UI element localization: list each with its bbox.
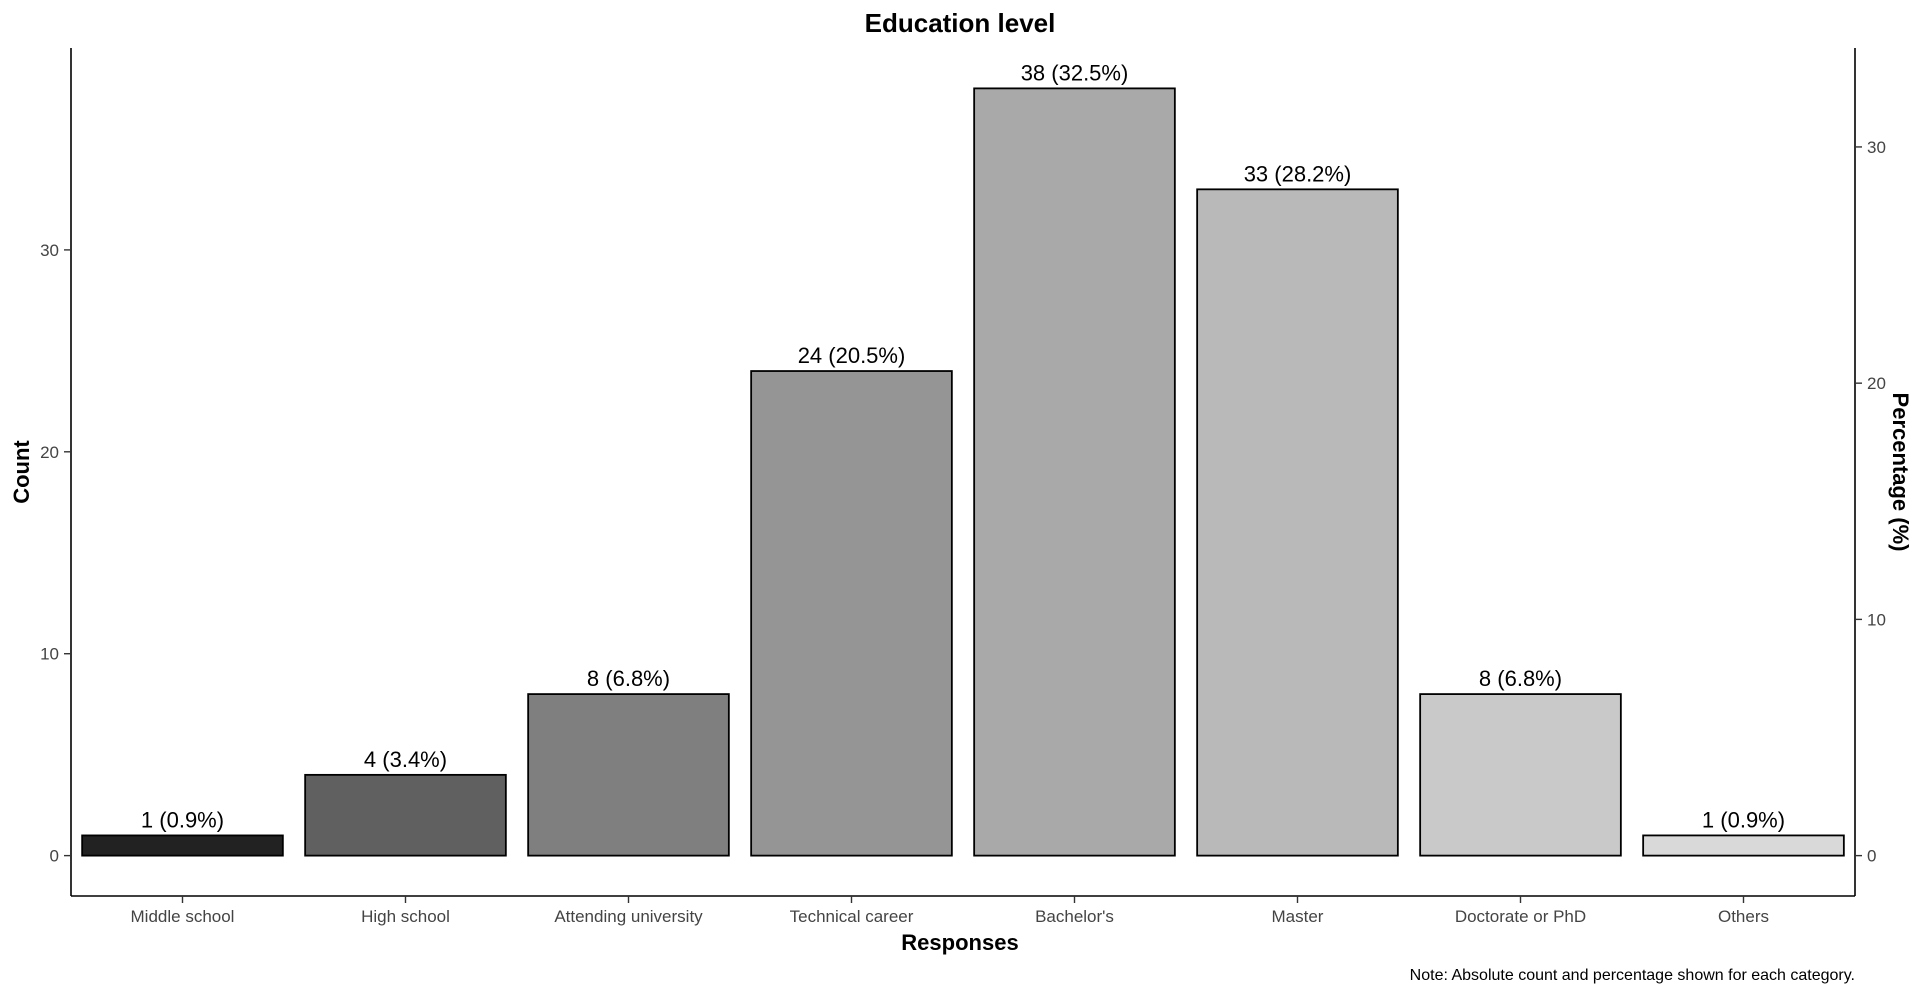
bar-6 — [1419, 693, 1622, 857]
data-label-5: 33 (28.2%) — [1244, 161, 1352, 186]
bar-0 — [81, 834, 284, 857]
chart-note: Note: Absolute count and percentage show… — [1410, 967, 1855, 984]
bar-5 — [1196, 188, 1399, 857]
x-tick-label-6: Doctorate or PhD — [1455, 907, 1586, 926]
bar-2 — [527, 693, 730, 857]
data-label-6: 8 (6.8%) — [1479, 666, 1562, 691]
x-tick-label-0: Middle school — [131, 907, 235, 926]
x-axis-title: Responses — [901, 930, 1018, 955]
bar-7 — [1642, 834, 1845, 857]
x-tick-label-2: Attending university — [554, 907, 703, 926]
x-tick-label-1: High school — [361, 907, 450, 926]
chart-title: Education level — [865, 8, 1056, 38]
y-tick-label-0: 0 — [50, 847, 59, 866]
y2-tick-label-1: 10 — [1867, 610, 1886, 629]
secondary-y-axis-title: Percentage (%) — [1888, 393, 1913, 552]
data-label-0: 1 (0.9%) — [141, 807, 224, 832]
x-tick-label-7: Others — [1718, 907, 1769, 926]
x-tick-label-5: Master — [1272, 907, 1324, 926]
data-label-4: 38 (32.5%) — [1021, 60, 1129, 85]
bar-4 — [973, 87, 1176, 857]
data-label-2: 8 (6.8%) — [587, 666, 670, 691]
y2-tick-label-3: 30 — [1867, 138, 1886, 157]
bar-3 — [750, 370, 953, 857]
x-tick-label-4: Bachelor's — [1035, 907, 1114, 926]
bar-1 — [304, 773, 507, 857]
data-label-3: 24 (20.5%) — [798, 343, 906, 368]
y2-tick-label-2: 20 — [1867, 374, 1886, 393]
data-label-7: 1 (0.9%) — [1702, 807, 1785, 832]
y-tick-label-3: 30 — [40, 241, 59, 260]
y-tick-label-1: 10 — [40, 645, 59, 664]
data-label-1: 4 (3.4%) — [364, 747, 447, 772]
x-tick-label-3: Technical career — [790, 907, 914, 926]
y2-tick-label-0: 0 — [1867, 847, 1876, 866]
y-tick-label-2: 20 — [40, 443, 59, 462]
y-axis-title: Count — [9, 440, 34, 504]
